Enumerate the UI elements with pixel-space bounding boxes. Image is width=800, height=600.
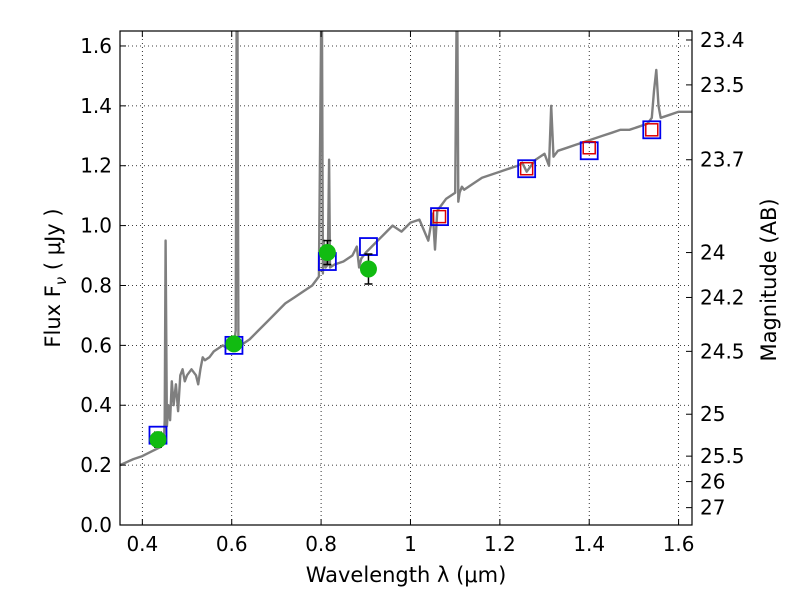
y2-tick-label: 25.5	[700, 444, 745, 468]
x-tick-label: 1	[404, 532, 417, 556]
y2-tick-label: 26	[700, 470, 725, 494]
y2-tick-label: 25	[700, 402, 725, 426]
x-tick-label: 0.4	[126, 532, 158, 556]
x-tick-label: 1.2	[484, 532, 516, 556]
y-tick-label: 0.0	[80, 513, 112, 537]
plot-frame	[119, 30, 693, 526]
observed-photometry-point	[149, 431, 167, 449]
model-photometry-inner-square	[582, 141, 596, 155]
model-spectrum-line	[120, 31, 692, 467]
x-tick-label: 1.6	[663, 532, 695, 556]
y-axis-title: Flux Fν ( μJy )	[41, 208, 70, 347]
y2-tick-label: 27	[700, 496, 725, 520]
model-photometry-inner-square	[432, 209, 447, 224]
axis-ticks: 0.4 0.6 0.8 1 1.2 1.4 1.6 0.0 0.2 0.4 0.6 0.8 1.0 1.2…	[80, 28, 744, 556]
y-axis-title-main: Flux F	[41, 285, 65, 347]
y2-tick-label: 24.5	[700, 339, 745, 363]
y-tick-label: 0.2	[80, 453, 112, 477]
observed-photometry-point	[318, 244, 336, 262]
model-photometry-inner-square	[519, 161, 534, 176]
y2-tick-label: 24	[700, 241, 725, 265]
model-photometry-square	[430, 207, 449, 227]
model-photometry-square	[359, 237, 378, 256]
model-photometry-layer	[148, 120, 662, 445]
y-tick-label: 1.4	[80, 94, 112, 118]
y-axis-title-units: ( μJy )	[41, 208, 65, 276]
y2-tick-label: 23.7	[700, 148, 745, 172]
y2-tick-label: 23.4	[700, 28, 745, 52]
observed-photometry-layer	[149, 239, 377, 449]
y-tick-label: 0.8	[80, 273, 112, 297]
y-tick-label: 1.0	[80, 214, 112, 238]
model-photometry-square	[517, 159, 537, 179]
y-tick-label: 0.4	[80, 393, 112, 417]
y-tick-label: 1.2	[80, 154, 112, 178]
model-photometry-square	[642, 120, 662, 140]
model-spectrum-layer	[120, 31, 692, 467]
x-axis-title: Wavelength λ (μm)	[306, 563, 507, 587]
observed-photometry-point	[359, 260, 377, 278]
observed-photometry-point	[225, 335, 243, 353]
grid	[120, 31, 692, 526]
model-photometry-inner-square	[645, 123, 659, 137]
y-tick-label: 0.6	[80, 333, 112, 357]
y2-axis-title: Magnitude (AB)	[757, 198, 781, 361]
y2-tick-label: 23.5	[700, 73, 745, 97]
y-tick-label: 1.6	[80, 34, 112, 58]
x-tick-label: 0.6	[216, 532, 248, 556]
x-tick-label: 0.8	[305, 532, 337, 556]
y2-tick-label: 24.2	[700, 285, 745, 309]
y-axis-title-subscript: ν	[52, 277, 70, 285]
x-tick-label: 1.4	[573, 532, 605, 556]
